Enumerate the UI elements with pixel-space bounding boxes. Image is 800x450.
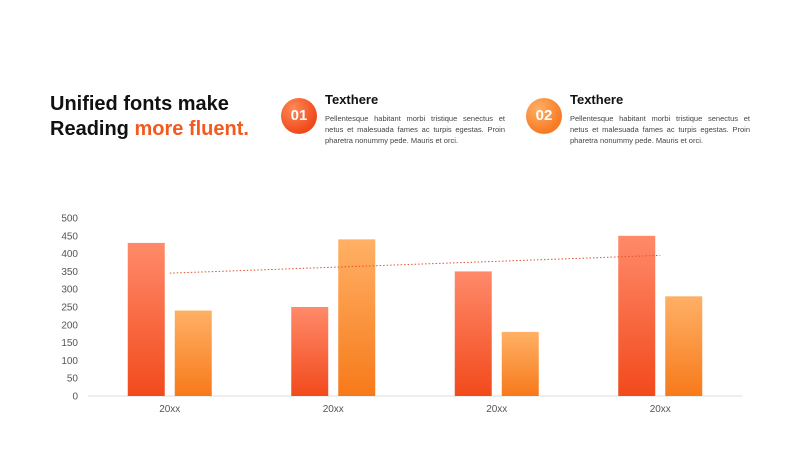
x-tick-label: 20xx: [159, 404, 180, 415]
point-02-title: Texthere: [570, 92, 624, 107]
bar-series-2: [174, 310, 212, 396]
y-tick-label: 0: [72, 392, 78, 403]
y-tick-label: 350: [61, 267, 78, 278]
y-tick-label: 400: [61, 249, 78, 260]
y-tick-label: 250: [61, 303, 78, 314]
y-tick-label: 200: [61, 320, 78, 331]
x-axis: 20xx 20xx 20xx 20xx: [159, 404, 671, 415]
bar-series-1: [454, 271, 492, 396]
y-tick-label: 100: [61, 356, 78, 367]
headline-line-2-plain: Reading: [50, 118, 135, 140]
x-tick-label: 20xx: [486, 404, 507, 415]
trend-line: [169, 254, 661, 274]
headline: Unified fonts make Reading more fluent.: [50, 92, 249, 142]
x-tick-label: 20xx: [650, 404, 671, 415]
point-02-badge: 02: [526, 98, 562, 134]
headline-line-1: Unified fonts make: [50, 93, 229, 115]
bar-series-2: [665, 296, 703, 396]
bars: [127, 235, 703, 396]
y-tick-label: 50: [67, 374, 79, 385]
headline-line-2-accent: more fluent.: [134, 118, 249, 140]
y-tick-label: 450: [61, 231, 78, 242]
x-tick-label: 20xx: [323, 404, 344, 415]
point-01-title: Texthere: [325, 92, 379, 107]
point-01-description: Pellentesque habitant morbi tristique se…: [325, 114, 505, 145]
point-02-description: Pellentesque habitant morbi tristique se…: [570, 114, 750, 145]
y-tick-label: 150: [61, 338, 78, 349]
bar-series-1: [618, 235, 656, 396]
bar-series-2: [338, 239, 376, 396]
bar-series-2: [501, 331, 539, 396]
y-tick-label: 500: [61, 214, 78, 225]
y-tick-label: 300: [61, 285, 78, 296]
bar-series-1: [127, 242, 165, 396]
bar-series-1: [291, 307, 329, 396]
y-axis: 0 50 100 150 200 250 300 350 400 450 500: [61, 214, 78, 403]
point-01-badge: 01: [281, 98, 317, 134]
